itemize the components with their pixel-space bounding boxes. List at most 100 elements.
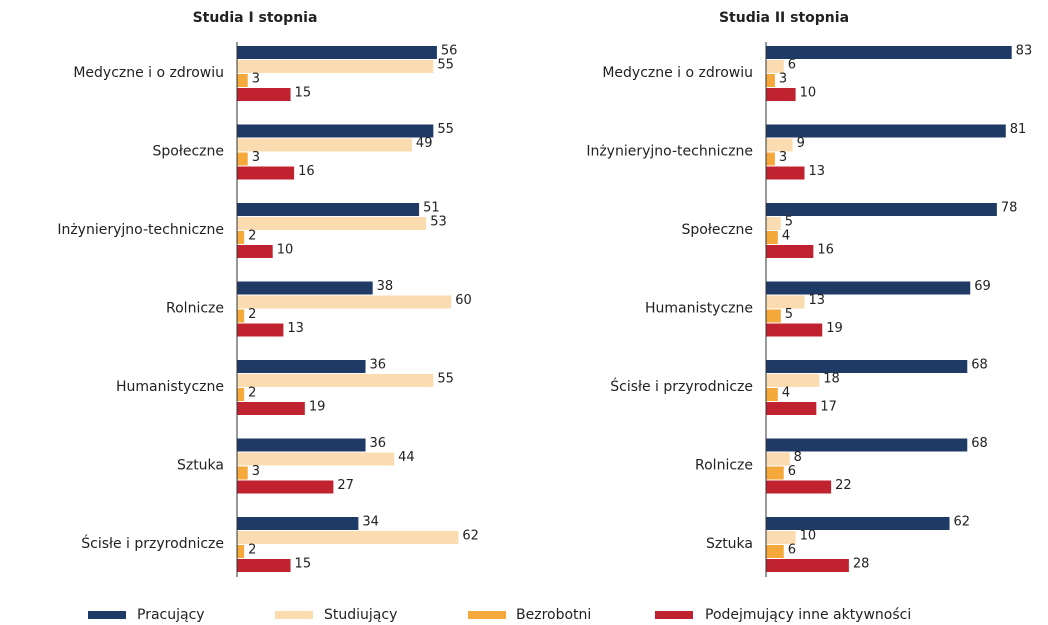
value-label: 62 [462,529,479,544]
bar [237,545,245,558]
bar [766,74,775,87]
value-label: 55 [437,58,454,73]
category-label: Inżynieryjno-techniczne [57,222,224,238]
value-label: 15 [295,557,312,572]
value-label: 10 [800,529,817,544]
bar [766,152,775,166]
value-label: 69 [974,279,991,294]
chart-title: Studia II stopnia [719,10,849,26]
bar [766,360,968,373]
value-label: 62 [954,515,971,530]
bar [237,309,245,323]
bar [237,203,420,216]
bar [766,531,796,544]
bar [237,323,284,337]
value-label: 68 [971,358,988,373]
bar [237,531,459,544]
bar [237,452,395,466]
chart-title: Studia I stopnia [193,10,318,26]
value-label: 19 [826,321,843,336]
value-label: 3 [252,464,260,479]
bar [237,138,412,152]
bar [766,480,832,494]
value-label: 55 [437,122,454,137]
bar [237,480,334,494]
bar [237,166,295,180]
value-label: 4 [782,386,790,401]
legend-swatch [468,611,506,619]
value-label: 10 [277,243,294,258]
bar [766,281,971,295]
bar [766,138,793,152]
bar [766,60,784,73]
value-label: 17 [820,400,837,415]
value-label: 5 [785,215,793,230]
legend-swatch [88,611,126,619]
bar [237,231,245,244]
bar [766,166,805,180]
value-label: 13 [287,321,304,336]
bar [766,517,950,530]
value-label: 10 [800,86,817,101]
value-label: 18 [823,372,840,387]
legend-swatch [655,611,693,619]
value-label: 60 [455,293,472,308]
bar [237,124,434,138]
value-label: 56 [441,44,458,59]
bar [237,559,291,572]
legend-label: Podejmujący inne aktywności [705,607,911,623]
bar [766,231,778,244]
category-label: Sztuka [706,536,753,552]
value-label: 49 [416,136,433,151]
value-label: 81 [1010,122,1027,137]
category-label: Społeczne [682,222,753,238]
value-label: 2 [248,307,256,322]
bar [237,517,359,530]
bar [237,245,273,258]
value-label: 16 [817,243,834,258]
category-label: Inżynieryjno-techniczne [586,144,753,160]
bar [237,466,248,480]
value-label: 22 [835,478,852,493]
value-label: 38 [377,279,394,294]
category-label: Rolnicze [695,458,753,474]
value-label: 6 [788,543,796,558]
value-label: 6 [788,464,796,479]
value-label: 55 [437,372,454,387]
value-label: 78 [1001,201,1018,216]
value-label: 44 [398,450,415,465]
category-label: Rolnicze [166,301,224,317]
bar [766,124,1006,138]
category-label: Humanistyczne [116,379,224,395]
value-label: 2 [248,386,256,401]
bar [766,46,1012,59]
bar [766,452,790,466]
value-label: 19 [309,400,326,415]
value-label: 13 [808,164,825,179]
bar [766,203,997,216]
value-label: 13 [808,293,825,308]
bar [766,402,817,415]
value-label: 8 [794,450,802,465]
bar [766,559,849,572]
bar [766,88,796,101]
bar [237,388,245,401]
value-label: 34 [362,515,379,530]
bar [766,323,823,337]
bar [766,309,781,323]
value-label: 28 [853,557,870,572]
value-label: 3 [779,150,787,165]
legend-label: Studiujący [324,607,397,623]
value-label: 16 [298,164,315,179]
bar [237,88,291,101]
value-label: 9 [797,136,805,151]
value-label: 6 [788,58,796,73]
bar [237,46,437,59]
category-label: Medyczne i o zdrowiu [602,65,753,81]
bar [237,152,248,166]
bar [237,217,427,230]
category-label: Medyczne i o zdrowiu [73,65,224,81]
value-label: 3 [252,72,260,87]
value-label: 5 [785,307,793,322]
